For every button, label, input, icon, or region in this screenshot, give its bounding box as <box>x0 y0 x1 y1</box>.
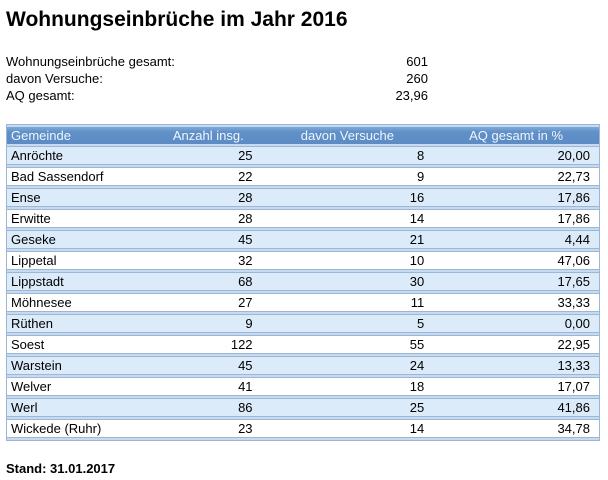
gemeinde-cell: Erwitte <box>7 209 155 228</box>
value-cell: 68 <box>155 272 262 291</box>
table-row: Erwitte 28 14 17,86 <box>7 209 599 228</box>
summary-label: davon Versuche: <box>6 71 103 86</box>
table-row: Anröchte 25 8 20,00 <box>7 146 599 165</box>
value-cell: 27 <box>155 293 262 312</box>
summary-value: 260 <box>406 71 428 86</box>
value-cell: 14 <box>261 419 434 438</box>
table-header-row: Gemeinde Anzahl insg. davon Versuche AQ … <box>7 127 599 144</box>
column-header-anzahl: Anzahl insg. <box>155 127 262 144</box>
table-row: Warstein 45 24 13,33 <box>7 356 599 375</box>
value-cell: 25 <box>155 146 262 165</box>
value-cell: 17,86 <box>433 188 599 207</box>
status-date: Stand: 31.01.2017 <box>6 461 116 476</box>
value-cell: 30 <box>261 272 434 291</box>
gemeinde-cell: Geseke <box>7 230 155 249</box>
table-row: Geseke 45 21 4,44 <box>7 230 599 249</box>
value-cell: 86 <box>155 398 262 417</box>
value-cell: 23 <box>155 419 262 438</box>
value-cell: 4,44 <box>433 230 599 249</box>
summary-value: 23,96 <box>395 88 428 103</box>
value-cell: 28 <box>155 209 262 228</box>
value-cell: 47,06 <box>433 251 599 270</box>
value-cell: 17,65 <box>433 272 599 291</box>
summary-value: 601 <box>406 54 428 69</box>
gemeinde-cell: Bad Sassendorf <box>7 167 155 186</box>
table-row: Rüthen 9 5 0,00 <box>7 314 599 333</box>
gemeinde-cell: Soest <box>7 335 155 354</box>
column-header-aq: AQ gesamt in % <box>433 127 599 144</box>
table-row: Soest 122 55 22,95 <box>7 335 599 354</box>
value-cell: 22,95 <box>433 335 599 354</box>
value-cell: 41,86 <box>433 398 599 417</box>
page-title: Wohnungseinbrüche im Jahr 2016 <box>6 8 348 31</box>
value-cell: 34,78 <box>433 419 599 438</box>
value-cell: 18 <box>261 377 434 396</box>
value-cell: 9 <box>155 314 262 333</box>
value-cell: 13,33 <box>433 356 599 375</box>
value-cell: 11 <box>261 293 434 312</box>
gemeinde-cell: Möhnesee <box>7 293 155 312</box>
summary-row-aq: AQ gesamt: 23,96 <box>6 87 428 104</box>
table-row: Ense 28 16 17,86 <box>7 188 599 207</box>
gemeinde-cell: Rüthen <box>7 314 155 333</box>
table-body: Anröchte 25 8 20,00 Bad Sassendorf 22 9 22,73 En… <box>7 146 599 438</box>
gemeinde-cell: Lippstadt <box>7 272 155 291</box>
column-header-versuche: davon Versuche <box>261 127 434 144</box>
value-cell: 45 <box>155 230 262 249</box>
gemeinde-cell: Warstein <box>7 356 155 375</box>
value-cell: 17,86 <box>433 209 599 228</box>
value-cell: 25 <box>261 398 434 417</box>
summary-label: AQ gesamt: <box>6 88 75 103</box>
value-cell: 33,33 <box>433 293 599 312</box>
table-row: Bad Sassendorf 22 9 22,73 <box>7 167 599 186</box>
gemeinde-cell: Welver <box>7 377 155 396</box>
table-header: Gemeinde Anzahl insg. davon Versuche AQ … <box>7 127 599 144</box>
value-cell: 21 <box>261 230 434 249</box>
table-row: Welver 41 18 17,07 <box>7 377 599 396</box>
value-cell: 55 <box>261 335 434 354</box>
gemeinde-cell: Wickede (Ruhr) <box>7 419 155 438</box>
table-row: Wickede (Ruhr) 23 14 34,78 <box>7 419 599 438</box>
value-cell: 41 <box>155 377 262 396</box>
table-row: Möhnesee 27 11 33,33 <box>7 293 599 312</box>
value-cell: 5 <box>261 314 434 333</box>
summary-block: Wohnungseinbrüche gesamt: 601 davon Vers… <box>6 53 428 104</box>
gemeinde-table: Gemeinde Anzahl insg. davon Versuche AQ … <box>6 124 600 441</box>
gemeinde-cell: Ense <box>7 188 155 207</box>
value-cell: 0,00 <box>433 314 599 333</box>
value-cell: 20,00 <box>433 146 599 165</box>
value-cell: 10 <box>261 251 434 270</box>
column-header-gemeinde: Gemeinde <box>7 127 155 144</box>
gemeinde-cell: Anröchte <box>7 146 155 165</box>
value-cell: 24 <box>261 356 434 375</box>
table-row: Werl 86 25 41,86 <box>7 398 599 417</box>
value-cell: 17,07 <box>433 377 599 396</box>
value-cell: 28 <box>155 188 262 207</box>
value-cell: 32 <box>155 251 262 270</box>
value-cell: 8 <box>261 146 434 165</box>
summary-row-total: Wohnungseinbrüche gesamt: 601 <box>6 53 428 70</box>
value-cell: 22,73 <box>433 167 599 186</box>
summary-row-attempts: davon Versuche: 260 <box>6 70 428 87</box>
summary-label: Wohnungseinbrüche gesamt: <box>6 54 175 69</box>
value-cell: 45 <box>155 356 262 375</box>
value-cell: 16 <box>261 188 434 207</box>
table-row: Lippstadt 68 30 17,65 <box>7 272 599 291</box>
table-row: Lippetal 32 10 47,06 <box>7 251 599 270</box>
value-cell: 22 <box>155 167 262 186</box>
gemeinde-cell: Werl <box>7 398 155 417</box>
value-cell: 9 <box>261 167 434 186</box>
value-cell: 14 <box>261 209 434 228</box>
gemeinde-cell: Lippetal <box>7 251 155 270</box>
value-cell: 122 <box>155 335 262 354</box>
